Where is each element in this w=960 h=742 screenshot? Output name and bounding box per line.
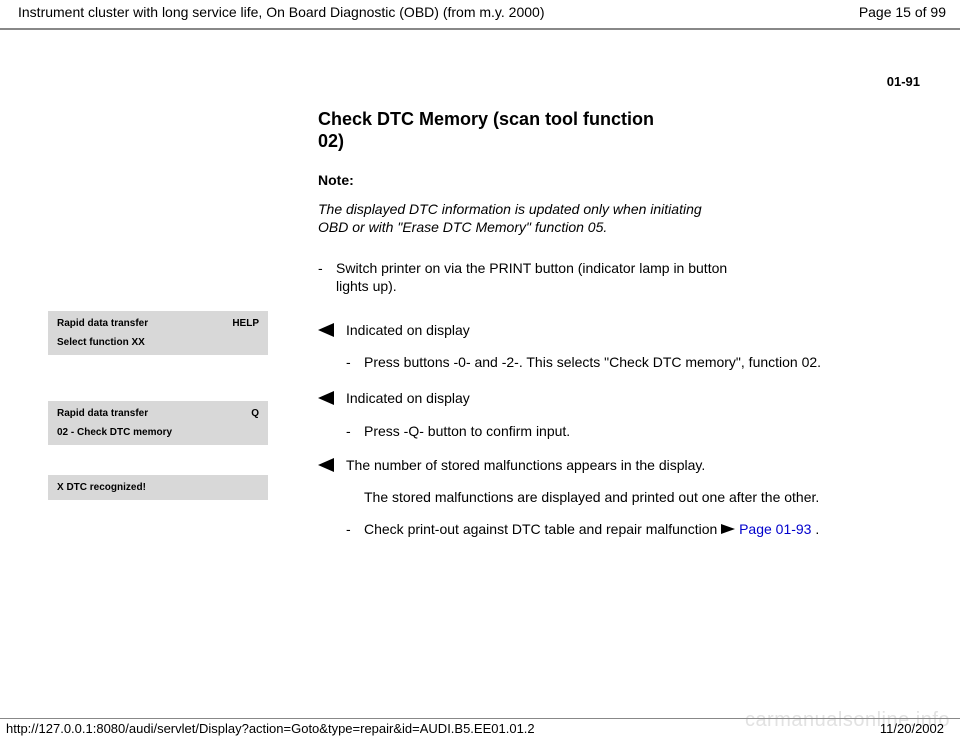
header-title-left: Instrument cluster with long service lif… bbox=[18, 4, 544, 20]
header-page-number: Page 15 of 99 bbox=[859, 4, 946, 20]
footer-date: 11/20/2002 bbox=[880, 721, 944, 736]
dash-bullet: - bbox=[346, 353, 364, 371]
scanbox1-line1-left: Rapid data transfer bbox=[57, 318, 148, 329]
scanbox3-line1-left: X DTC recognized! bbox=[57, 482, 146, 493]
step3-lead: The number of stored malfunctions appear… bbox=[346, 456, 920, 474]
scan-display-box-3: X DTC recognized! bbox=[48, 475, 268, 500]
page-link[interactable]: Page 01-93 bbox=[739, 521, 811, 537]
step3-sub1: Check print-out against DTC table and re… bbox=[364, 520, 920, 538]
step1-sub1: Press buttons -0- and -2-. This selects … bbox=[364, 353, 920, 371]
step1-lead: Indicated on display bbox=[346, 321, 920, 339]
dash-bullet: - bbox=[346, 422, 364, 440]
scanbox1-line1-right: HELP bbox=[232, 318, 259, 329]
top-header-bar: Instrument cluster with long service lif… bbox=[0, 0, 960, 30]
section-page-number: 01-91 bbox=[0, 30, 960, 89]
dash-bullet: - bbox=[346, 520, 364, 538]
scan-display-box-2: Rapid data transfer Q 02 - Check DTC mem… bbox=[48, 401, 268, 445]
step3-sub1-post: . bbox=[811, 521, 819, 537]
left-arrow-icon bbox=[318, 321, 346, 341]
side-scanbox-column: Rapid data transfer HELP Select function… bbox=[48, 89, 288, 554]
step2-lead: Indicated on display bbox=[346, 389, 920, 407]
main-text-column: Check DTC Memory (scan tool function 02)… bbox=[288, 89, 920, 554]
section-heading: Check DTC Memory (scan tool function 02) bbox=[318, 109, 678, 152]
page-footer: http://127.0.0.1:8080/audi/servlet/Displ… bbox=[0, 718, 960, 736]
note-label: Note: bbox=[318, 172, 920, 188]
right-arrow-icon bbox=[721, 521, 735, 537]
intro-list-item: - Switch printer on via the PRINT button… bbox=[318, 259, 920, 295]
step-row-1: Indicated on display - Press buttons -0-… bbox=[318, 321, 920, 381]
step3-body1: The stored malfunctions are displayed an… bbox=[346, 488, 920, 506]
scanbox2-line1-left: Rapid data transfer bbox=[57, 408, 148, 419]
content-columns: Rapid data transfer HELP Select function… bbox=[0, 89, 960, 554]
scanbox1-line2: Select function XX bbox=[57, 337, 259, 348]
step-row-2: Indicated on display - Press -Q- button … bbox=[318, 389, 920, 449]
scan-display-box-1: Rapid data transfer HELP Select function… bbox=[48, 311, 268, 355]
step-row-3: The number of stored malfunctions appear… bbox=[318, 456, 920, 549]
page-container: Instrument cluster with long service lif… bbox=[0, 0, 960, 742]
left-arrow-icon bbox=[318, 389, 346, 409]
scanbox2-line2: 02 - Check DTC memory bbox=[57, 427, 259, 438]
dash-bullet: - bbox=[318, 259, 336, 295]
step2-sub1: Press -Q- button to confirm input. bbox=[364, 422, 920, 440]
scanbox2-line1-right: Q bbox=[251, 408, 259, 419]
note-body: The displayed DTC information is updated… bbox=[318, 200, 718, 236]
left-arrow-icon bbox=[318, 456, 346, 476]
footer-url: http://127.0.0.1:8080/audi/servlet/Displ… bbox=[6, 721, 535, 736]
step3-sub1-pre: Check print-out against DTC table and re… bbox=[364, 521, 721, 537]
intro-item-text: Switch printer on via the PRINT button (… bbox=[336, 259, 756, 295]
